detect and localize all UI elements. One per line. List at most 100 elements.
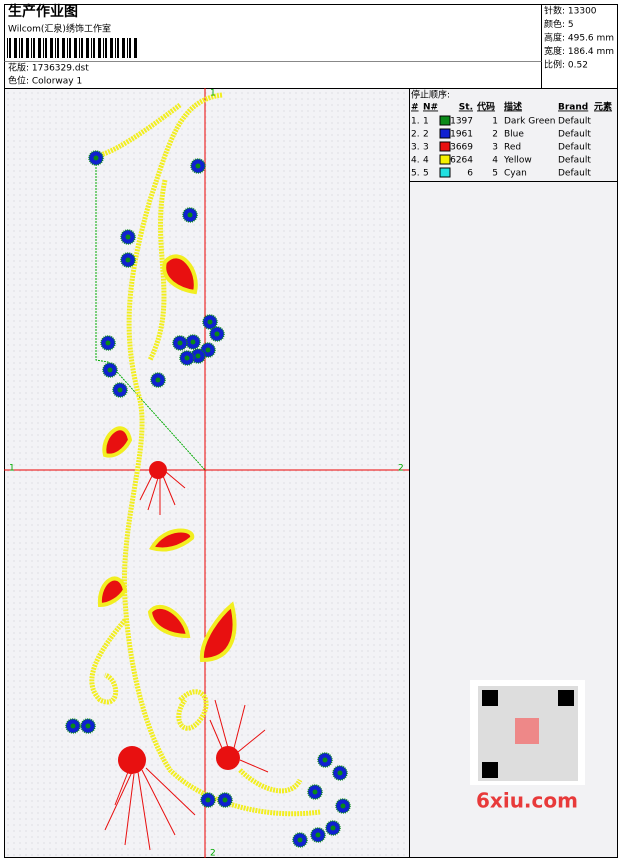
row-brand: Default bbox=[558, 156, 591, 166]
bar-line bbox=[67, 38, 68, 58]
bar-line bbox=[103, 38, 104, 58]
row-stitches: 1961 bbox=[450, 130, 473, 140]
row-stitches: 6264 bbox=[450, 156, 473, 166]
table-title: 停止顺序: bbox=[411, 89, 450, 101]
row-index: 2. bbox=[411, 130, 420, 140]
info-line: 颜色: 5 bbox=[544, 18, 574, 30]
design-area bbox=[4, 88, 410, 858]
bar-line bbox=[38, 38, 41, 58]
flower-center bbox=[125, 257, 131, 263]
bar-line bbox=[31, 38, 32, 58]
row-code: 5 bbox=[492, 169, 498, 179]
row-brand: Default bbox=[558, 130, 591, 140]
bar-line bbox=[81, 38, 83, 58]
color-swatch bbox=[439, 167, 451, 178]
bar-line bbox=[43, 38, 44, 58]
flower-center bbox=[195, 353, 201, 359]
flower-center bbox=[184, 355, 190, 361]
bar-line bbox=[105, 38, 107, 58]
row-description: Yellow bbox=[503, 156, 532, 166]
jump-line bbox=[95, 158, 206, 471]
bar-line bbox=[14, 38, 17, 58]
column-header: 描述 bbox=[504, 101, 522, 113]
vine bbox=[89, 92, 321, 817]
bar-line bbox=[98, 38, 101, 58]
bar-line bbox=[9, 38, 11, 58]
color-swatch bbox=[439, 141, 451, 152]
bar-line bbox=[115, 38, 116, 58]
row-number: 2 bbox=[423, 130, 429, 140]
column-header: # bbox=[411, 103, 419, 113]
flower-center bbox=[93, 155, 99, 161]
color-swatch bbox=[439, 115, 451, 126]
flower-center bbox=[107, 367, 113, 373]
bar-line bbox=[86, 38, 89, 58]
bar-line bbox=[33, 38, 35, 58]
flower-center bbox=[155, 377, 161, 383]
color-swatch bbox=[439, 154, 451, 165]
column-header: N# bbox=[423, 103, 438, 113]
row-code: 3 bbox=[492, 143, 498, 153]
column-header: St. bbox=[459, 103, 473, 113]
flower-center bbox=[205, 347, 211, 353]
flower-center bbox=[187, 212, 193, 218]
flower-center bbox=[312, 789, 318, 795]
qr-code bbox=[470, 680, 585, 785]
column-header: 元素 bbox=[594, 101, 612, 113]
row-index: 3. bbox=[411, 143, 420, 153]
row-description: Red bbox=[504, 143, 521, 153]
column-header: 代码 bbox=[476, 101, 495, 113]
flower-center bbox=[297, 837, 303, 843]
bar-line bbox=[62, 38, 65, 58]
bar-line bbox=[26, 38, 29, 58]
colorway: 色位: Colorway 1 bbox=[8, 75, 82, 87]
row-description: Cyan bbox=[504, 169, 527, 179]
row-stitches: 6 bbox=[467, 169, 473, 179]
bar-line bbox=[134, 38, 137, 58]
bar-line bbox=[69, 38, 71, 58]
row-brand: Default bbox=[558, 117, 591, 127]
bar-line bbox=[110, 38, 113, 58]
flower-center bbox=[105, 340, 111, 346]
flower-center bbox=[322, 757, 328, 763]
barcode bbox=[7, 38, 137, 58]
bar-line bbox=[117, 38, 119, 58]
flower-center bbox=[315, 832, 321, 838]
axis-mark: 2 bbox=[210, 849, 216, 859]
bar-line bbox=[79, 38, 80, 58]
row-brand: Default bbox=[558, 143, 591, 153]
flower-center bbox=[190, 339, 196, 345]
flower-center bbox=[340, 803, 346, 809]
bar-line bbox=[74, 38, 77, 58]
bar-line bbox=[55, 38, 56, 58]
row-index: 1. bbox=[411, 117, 420, 127]
flowers bbox=[65, 150, 351, 848]
info-line: 针数: 13300 bbox=[544, 5, 597, 17]
design-name: 花版: 1736329.dst bbox=[8, 62, 89, 74]
flower-center bbox=[330, 825, 336, 831]
row-description: Dark Green bbox=[504, 117, 555, 127]
flower-center bbox=[177, 340, 183, 346]
bulbs bbox=[118, 461, 240, 774]
row-number: 1 bbox=[423, 117, 429, 127]
row-number: 4 bbox=[423, 156, 429, 166]
row-number: 5 bbox=[423, 169, 429, 179]
axis-mark: 1 bbox=[9, 464, 15, 474]
row-number: 3 bbox=[423, 143, 429, 153]
row-code: 1 bbox=[492, 117, 498, 127]
column-header: Brand bbox=[558, 103, 588, 113]
bar-line bbox=[91, 38, 92, 58]
tassels bbox=[104, 471, 269, 851]
embroidery bbox=[4, 88, 409, 858]
bar-line bbox=[127, 38, 128, 58]
axis-mark: 2 bbox=[398, 464, 404, 474]
flower-center bbox=[70, 723, 76, 729]
axis-mark: 1 bbox=[210, 89, 216, 99]
row-index: 5. bbox=[411, 169, 420, 179]
color-swatch bbox=[439, 128, 451, 139]
flower-center bbox=[214, 331, 220, 337]
bar-line bbox=[57, 38, 59, 58]
flower-center bbox=[222, 797, 228, 803]
info-line: 宽度: 186.4 mm bbox=[544, 45, 614, 57]
